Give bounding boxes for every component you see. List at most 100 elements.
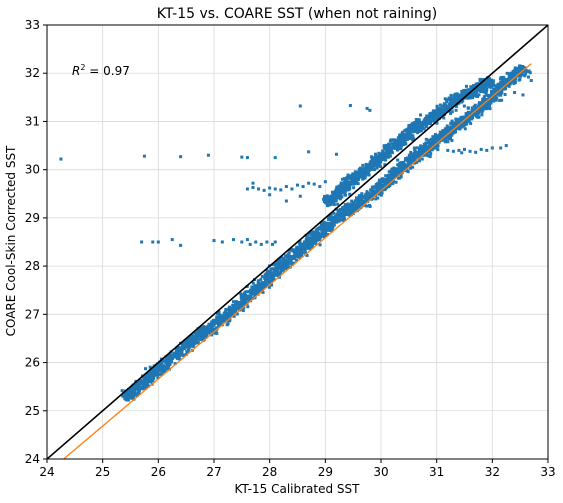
- data-point: [484, 93, 488, 97]
- data-point: [491, 91, 495, 95]
- data-point: [489, 78, 493, 82]
- data-point: [402, 142, 406, 146]
- data-point: [284, 199, 288, 203]
- data-point: [307, 232, 311, 236]
- data-point: [330, 229, 334, 233]
- data-point: [469, 86, 473, 90]
- data-point: [299, 252, 303, 256]
- data-point: [423, 116, 427, 120]
- data-point: [488, 104, 492, 108]
- data-point: [505, 84, 509, 88]
- y-tick-label: 32: [25, 66, 40, 80]
- data-point: [331, 197, 335, 201]
- data-point: [199, 333, 203, 337]
- data-point: [180, 351, 184, 355]
- data-point: [177, 348, 181, 352]
- data-point: [399, 147, 403, 151]
- data-point: [476, 82, 480, 86]
- data-point: [268, 193, 272, 197]
- data-point: [420, 125, 424, 129]
- data-point: [239, 301, 243, 305]
- data-point: [448, 135, 452, 139]
- data-point: [205, 328, 209, 332]
- x-tick-label: 29: [318, 465, 333, 479]
- data-point: [464, 118, 468, 122]
- data-point: [191, 334, 195, 338]
- data-point: [253, 285, 257, 289]
- data-point: [446, 140, 450, 144]
- data-point: [320, 231, 324, 235]
- data-point: [227, 311, 231, 315]
- data-point: [312, 239, 316, 243]
- data-point: [484, 85, 488, 89]
- data-point: [377, 186, 381, 190]
- data-point: [129, 389, 133, 393]
- data-point: [395, 171, 399, 175]
- data-point: [253, 287, 257, 291]
- data-point: [495, 87, 499, 91]
- data-point: [268, 277, 272, 281]
- data-point: [151, 370, 155, 374]
- data-point: [254, 288, 258, 292]
- data-point: [353, 204, 357, 208]
- data-point: [436, 114, 440, 118]
- data-point: [349, 181, 353, 185]
- data-point: [258, 287, 262, 291]
- data-point: [259, 278, 263, 282]
- data-point: [341, 205, 345, 209]
- data-point: [356, 205, 360, 209]
- data-point: [313, 234, 317, 238]
- data-point: [393, 143, 397, 147]
- data-point: [415, 146, 419, 150]
- data-point: [346, 173, 350, 177]
- data-point: [270, 271, 274, 275]
- data-point: [323, 180, 327, 184]
- data-point: [409, 125, 413, 129]
- data-point: [485, 104, 489, 108]
- data-point: [435, 144, 439, 148]
- data-point: [432, 118, 436, 122]
- data-point: [524, 72, 528, 76]
- data-point: [350, 174, 354, 178]
- data-point: [396, 168, 400, 172]
- data-point: [260, 288, 264, 292]
- data-point: [330, 223, 334, 227]
- data-point: [408, 127, 412, 131]
- data-point: [291, 248, 295, 252]
- data-point: [325, 194, 329, 198]
- data-point: [407, 124, 411, 128]
- data-point: [402, 141, 406, 145]
- data-point: [445, 124, 449, 128]
- data-point: [449, 103, 453, 107]
- data-point: [459, 94, 463, 98]
- data-point: [389, 149, 393, 153]
- data-point: [329, 214, 333, 218]
- data-point: [352, 202, 355, 206]
- data-point: [425, 124, 429, 128]
- data-point: [319, 221, 323, 225]
- data-point: [245, 238, 249, 242]
- data-point: [482, 81, 486, 85]
- data-point: [216, 318, 220, 322]
- x-tick-label: 30: [373, 465, 388, 479]
- data-point: [165, 360, 169, 364]
- data-point: [477, 108, 481, 112]
- data-point: [439, 114, 443, 118]
- data-point: [357, 203, 361, 207]
- data-point: [485, 77, 489, 81]
- data-point: [330, 217, 334, 221]
- data-point: [363, 199, 367, 203]
- data-point: [513, 80, 517, 84]
- data-point: [351, 179, 355, 183]
- data-point: [340, 212, 344, 216]
- data-point: [265, 269, 269, 273]
- data-point: [353, 176, 357, 180]
- data-point: [271, 267, 275, 271]
- data-point: [481, 78, 485, 82]
- data-point: [147, 384, 151, 388]
- data-point: [383, 188, 387, 192]
- x-tick-label: 28: [262, 465, 277, 479]
- x-tick-label: 25: [95, 465, 110, 479]
- data-point: [485, 81, 489, 85]
- data-point: [523, 69, 527, 73]
